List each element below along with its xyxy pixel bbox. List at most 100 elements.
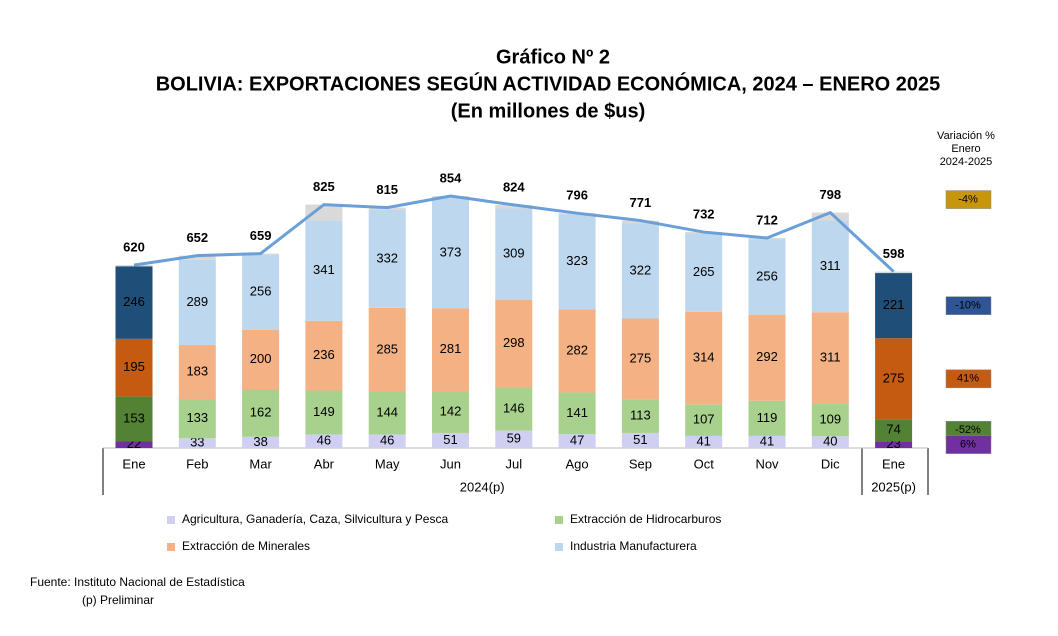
bar-segment (621, 223, 659, 319)
variation-title: Variación % (937, 130, 995, 142)
total-label: 825 (313, 179, 335, 194)
value-label: 38 (253, 434, 267, 449)
total-label: 815 (376, 182, 398, 197)
total-label: 652 (186, 230, 208, 245)
bar-segment (432, 308, 469, 392)
value-label: 200 (250, 351, 272, 366)
chart-title: Gráfico Nº 2 (496, 46, 610, 68)
bar-segment (748, 435, 786, 448)
bar-segment (558, 392, 596, 435)
other-segment (811, 212, 849, 221)
bar-segment (748, 314, 786, 401)
bar-segment (432, 432, 469, 448)
legend-swatch (167, 516, 175, 524)
legend-label: Extracción de Minerales (182, 539, 310, 553)
value-label: 113 (630, 408, 651, 423)
group-label: 2024(p) (460, 479, 505, 494)
variation-box (945, 369, 992, 389)
bar-segment (685, 404, 723, 436)
variation-label: -4% (958, 193, 978, 205)
variation-box (945, 435, 992, 454)
bar-segment (305, 220, 343, 321)
bar-segment (368, 307, 406, 392)
bar-segment (115, 441, 153, 448)
variation-box (945, 296, 992, 315)
value-label: 183 (186, 363, 208, 378)
value-label: 256 (756, 268, 778, 283)
legend-label: Industria Manufacturera (570, 539, 697, 553)
value-label: 236 (313, 347, 335, 362)
bar-segment (811, 404, 849, 437)
legend-swatch (167, 543, 175, 551)
variation-title: Enero (951, 143, 980, 155)
value-label: 146 (503, 400, 525, 415)
x-tick-label: Nov (755, 456, 779, 471)
variation-label: -10% (955, 300, 981, 312)
value-label: 256 (250, 284, 272, 299)
bar-segment (685, 233, 723, 312)
other-segment (178, 255, 216, 260)
bar-segment (748, 400, 786, 436)
other-segment (495, 204, 533, 209)
total-label: 620 (123, 240, 145, 255)
value-label: 40 (823, 434, 837, 449)
value-label: 332 (376, 250, 398, 265)
bar-segment (368, 209, 406, 308)
variation-title: 2024-2025 (940, 156, 993, 168)
value-label: 265 (693, 264, 715, 279)
x-tick-label: Mar (249, 456, 272, 471)
bar-segment (432, 391, 469, 433)
legend-swatch (555, 543, 563, 551)
bar-segment (115, 266, 153, 339)
x-tick-label: Jun (440, 456, 461, 471)
bar-segment (811, 436, 849, 448)
total-label: 824 (503, 179, 525, 194)
value-label: 341 (313, 262, 335, 277)
value-label: 46 (317, 433, 331, 448)
bar-segment (242, 254, 280, 330)
value-label: 221 (883, 297, 905, 312)
value-label: 142 (440, 403, 462, 418)
chart-subtitle: BOLIVIA: EXPORTACIONES SEGÚN ACTIVIDAD E… (156, 71, 941, 95)
value-label: 149 (313, 404, 335, 419)
value-label: 285 (376, 341, 398, 356)
value-label: 51 (443, 432, 457, 447)
total-label: 732 (693, 206, 715, 221)
value-label: 322 (630, 262, 652, 277)
bar-segment (368, 391, 406, 435)
value-label: 162 (250, 404, 272, 419)
bar-segment (178, 259, 216, 346)
total-label: 598 (883, 246, 905, 261)
bar-segment (305, 320, 343, 391)
source: Fuente: Instituto Nacional de Estadístic… (30, 575, 245, 589)
total-label: 771 (630, 195, 652, 210)
value-label: 246 (123, 294, 145, 309)
value-label: 46 (380, 433, 394, 448)
bar-segment (875, 419, 913, 442)
x-tick-label: Oct (694, 456, 715, 471)
bar-segment (875, 273, 913, 339)
bar-segment (432, 198, 469, 309)
unit-label: (En millones de $us) (451, 100, 645, 122)
value-label: 314 (693, 349, 715, 364)
x-tick-label: Ene (122, 456, 145, 471)
total-label: 854 (440, 171, 462, 186)
value-label: 298 (503, 335, 525, 350)
bar-segment (621, 318, 659, 400)
bar-segment (495, 208, 533, 300)
bar-segment (242, 436, 280, 448)
x-tick-label: Ago (566, 456, 589, 471)
value-label: 195 (123, 359, 145, 374)
bar-segment (178, 345, 216, 400)
value-label: 51 (633, 432, 647, 447)
value-label: 153 (123, 410, 145, 425)
bar-segment (811, 312, 849, 405)
bar-segment (178, 399, 216, 439)
x-tick-label: Dic (821, 456, 840, 471)
value-label: 323 (566, 253, 588, 268)
x-tick-label: May (375, 456, 400, 471)
x-tick-label: Sep (629, 456, 652, 471)
x-tick-label: Abr (314, 456, 335, 471)
total-label: 796 (566, 188, 588, 203)
x-tick-label: Ene (882, 456, 905, 471)
